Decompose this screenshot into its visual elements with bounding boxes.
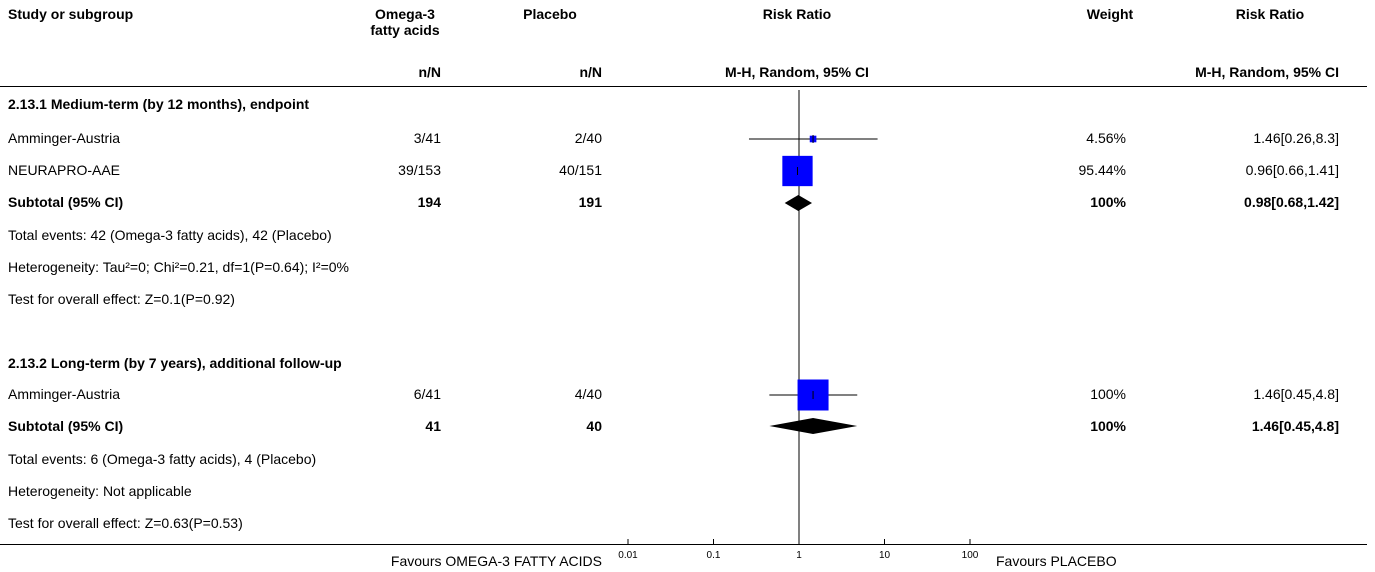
favours-left-label: Favours OMEGA-3 FATTY ACIDS bbox=[390, 553, 602, 569]
subgroup-title: 2.13.2 Long-term (by 7 years), additiona… bbox=[8, 355, 342, 371]
overall-effect-note: Test for overall effect: Z=0.1(P=0.92) bbox=[8, 291, 235, 307]
subtotal-weight: 100% bbox=[1090, 418, 1126, 434]
study-rr: 1.46[0.45,4.8] bbox=[1253, 386, 1339, 402]
study-ctl: 40/151 bbox=[559, 162, 602, 178]
header-rr-label: Risk Ratio bbox=[1235, 6, 1305, 22]
subtotal-rr: 0.98[0.68,1.42] bbox=[1244, 194, 1339, 210]
study-exp: 39/153 bbox=[398, 162, 441, 178]
header-exp-label-line2: fatty acids bbox=[370, 22, 440, 38]
study-name: Amminger-Austria bbox=[8, 386, 121, 402]
study-weight: 95.44% bbox=[1078, 162, 1126, 178]
study-exp: 6/41 bbox=[413, 386, 441, 402]
subtotal-exp: 194 bbox=[417, 194, 441, 210]
subtotal-diamond bbox=[769, 418, 858, 434]
subgroup-title: 2.13.1 Medium-term (by 12 months), endpo… bbox=[8, 96, 310, 112]
x-axis-tick-label: 100 bbox=[962, 550, 979, 561]
x-axis-tick-label: 0.1 bbox=[707, 550, 721, 561]
subtotal-rr: 1.46[0.45,4.8] bbox=[1251, 418, 1339, 434]
header-weight-label: Weight bbox=[1086, 6, 1134, 22]
study-rr: 0.96[0.66,1.41] bbox=[1245, 162, 1339, 178]
study-weight: 4.56% bbox=[1086, 130, 1126, 146]
heterogeneity-note: Heterogeneity: Not applicable bbox=[8, 483, 192, 499]
header-rule bbox=[0, 86, 1367, 87]
favours-right-label: Favours PLACEBO bbox=[996, 553, 1117, 569]
subtotal-label: Subtotal (95% CI) bbox=[8, 418, 124, 434]
subtotal-exp: 41 bbox=[425, 418, 441, 434]
header-plot-sub: M-H, Random, 95% CI bbox=[725, 64, 869, 80]
header-ctl-label: Placebo bbox=[523, 6, 577, 22]
header-plot-label: Risk Ratio bbox=[762, 6, 832, 22]
subtotal-ctl: 191 bbox=[578, 194, 602, 210]
header-rr-sub: M-H, Random, 95% CI bbox=[1195, 64, 1339, 80]
study-weight: 100% bbox=[1090, 386, 1126, 402]
x-axis-tick-label: 0.01 bbox=[618, 550, 638, 561]
subtotal-diamond bbox=[784, 195, 813, 211]
overall-effect-note: Test for overall effect: Z=0.63(P=0.53) bbox=[8, 515, 243, 531]
subtotal-ctl: 40 bbox=[586, 418, 602, 434]
header-exp-sub: n/N bbox=[418, 64, 441, 80]
subtotal-weight: 100% bbox=[1090, 194, 1126, 210]
subtotal-label: Subtotal (95% CI) bbox=[8, 194, 124, 210]
total-events-note: Total events: 42 (Omega-3 fatty acids), … bbox=[8, 227, 332, 243]
header-exp-label-line1: Omega-3 bbox=[375, 6, 435, 22]
study-ctl: 2/40 bbox=[574, 130, 602, 146]
header-study-label: Study or subgroup bbox=[8, 6, 134, 22]
x-axis-tick-label: 1 bbox=[796, 550, 802, 561]
study-name: Amminger-Austria bbox=[8, 130, 121, 146]
x-axis-tick-label: 10 bbox=[879, 550, 891, 561]
study-ctl: 4/40 bbox=[574, 386, 602, 402]
header-ctl-sub: n/N bbox=[579, 64, 602, 80]
study-name: NEURAPRO-AAE bbox=[8, 162, 121, 178]
study-exp: 3/41 bbox=[413, 130, 441, 146]
footer-rule bbox=[0, 544, 1367, 545]
study-rr: 1.46[0.26,8.3] bbox=[1253, 130, 1339, 146]
heterogeneity-note: Heterogeneity: Tau²=0; Chi²=0.21, df=1(P… bbox=[8, 259, 350, 275]
total-events-note: Total events: 6 (Omega-3 fatty acids), 4… bbox=[8, 451, 317, 467]
